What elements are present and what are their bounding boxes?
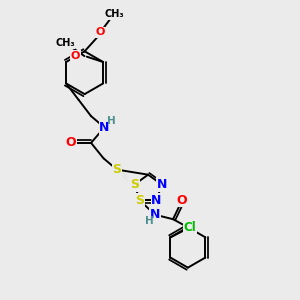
Text: O: O bbox=[96, 27, 105, 37]
Text: CH₃: CH₃ bbox=[104, 10, 124, 20]
Text: O: O bbox=[66, 136, 76, 149]
Text: N: N bbox=[99, 121, 110, 134]
Text: H: H bbox=[146, 216, 154, 226]
Text: S: S bbox=[130, 178, 139, 191]
Text: N: N bbox=[157, 178, 167, 191]
Text: O: O bbox=[177, 194, 187, 207]
Text: CH₃: CH₃ bbox=[55, 38, 75, 48]
Text: S: S bbox=[135, 194, 144, 207]
Text: H: H bbox=[106, 116, 115, 126]
Text: Cl: Cl bbox=[183, 221, 196, 234]
Text: S: S bbox=[112, 163, 122, 176]
Text: O: O bbox=[71, 51, 80, 61]
Text: N: N bbox=[151, 194, 162, 207]
Text: N: N bbox=[150, 208, 160, 221]
